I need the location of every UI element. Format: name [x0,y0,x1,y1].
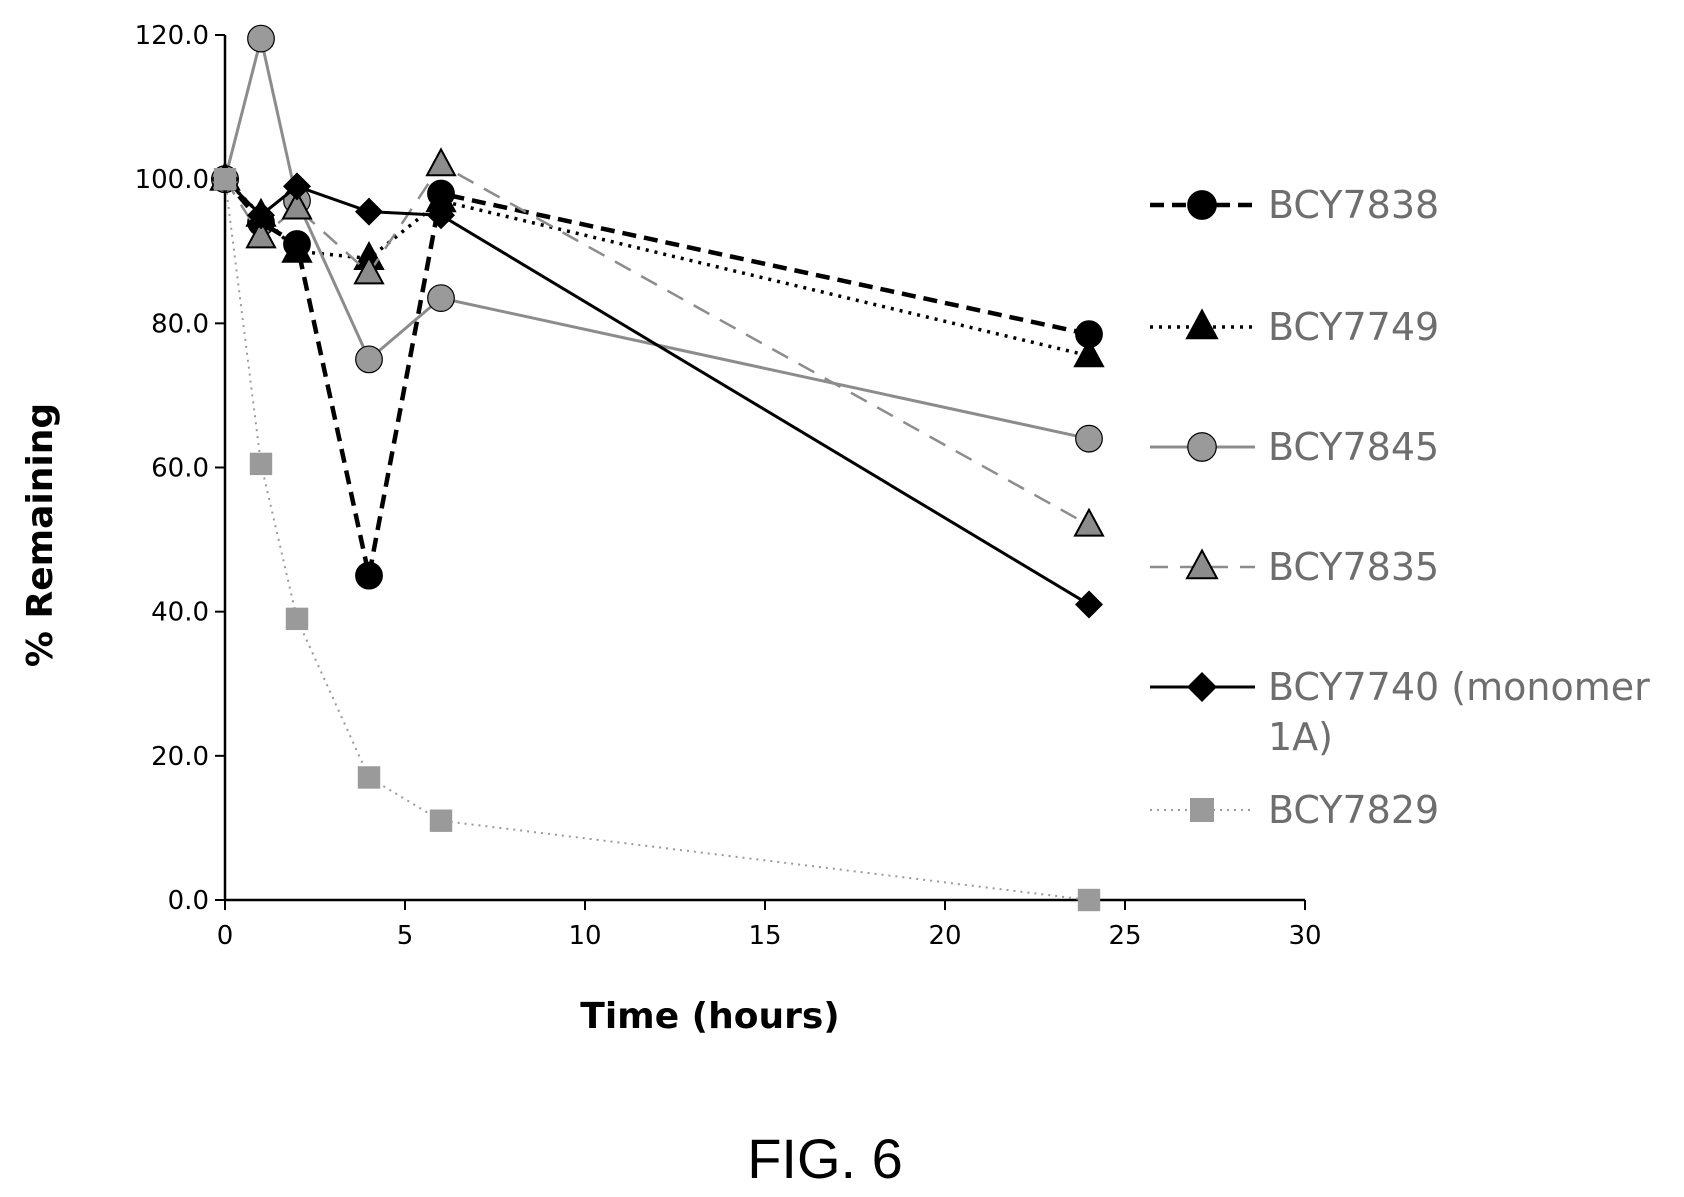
data-point [355,345,383,374]
legend-label: BCY7838 [1268,183,1439,227]
data-point [281,233,313,263]
data-point [355,561,383,590]
legend-marker [1187,672,1217,702]
x-tick-label: 5 [397,921,414,951]
x-tick-label: 30 [1288,921,1321,951]
legend-item: BCY7845 [1150,425,1439,469]
series-line [223,177,1090,577]
legend-item: BCY7829 [1150,788,1439,832]
series-bcy7740 [210,165,1104,619]
legend-item: BCY7838 [1150,183,1439,227]
x-tick-label: 10 [568,921,601,951]
axes: 0.0 20.0 40.0 60.0 80.0 100.0 120.0 0 5 10 15 20 25 3… [135,21,1322,951]
legend: BCY7838 BCY7749 BCY7845 BCY7835 BCY7740 (mon… [1150,183,1650,832]
data-point [425,147,457,177]
series-line [223,178,1090,606]
legend-item: BCY7749 [1150,305,1439,349]
figure-caption: FIG. 6 [747,1127,903,1190]
data-point [1075,424,1103,453]
data-point [357,766,381,789]
data-point [247,24,275,53]
x-tick-label: 20 [928,921,961,951]
series-bcy7749 [209,161,1105,368]
plot-area: 0.0 20.0 40.0 60.0 80.0 100.0 120.0 0 5 10 15 20 25 3… [135,21,1322,951]
y-tick-label: 40.0 [151,598,209,628]
legend-label: BCY7749 [1268,305,1439,349]
y-axis-title: % Remaining [20,403,61,667]
data-point [1077,888,1101,912]
data-point [429,809,453,832]
legend-label: BCY7845 [1268,425,1439,469]
legend-marker [1187,432,1217,462]
data-point [426,201,456,230]
series-line [223,38,1090,441]
y-tick-label: 120.0 [135,21,209,51]
y-tick-label: 0.0 [168,886,209,916]
data-point [245,219,277,249]
data-point [353,255,385,285]
data-point [281,190,313,220]
data-point [213,167,237,191]
legend-marker [1185,308,1219,340]
x-tick-label: 15 [748,921,781,951]
x-tick-label: 25 [1108,921,1141,951]
data-point [1073,507,1105,537]
y-tick-label: 80.0 [151,309,209,339]
data-point [285,607,309,631]
legend-label: BCY7829 [1268,788,1439,832]
y-tick-label: 60.0 [151,454,209,484]
data-point [1074,590,1104,619]
legend-label: BCY7835 [1268,545,1439,589]
y-tick-label: 20.0 [151,742,209,772]
series-layer [209,24,1105,912]
data-point [246,201,276,230]
legend-item: BCY7740 (monomer 1A) [1150,665,1650,759]
data-point [1073,338,1105,368]
data-point [427,284,455,313]
legend-marker [1187,190,1217,220]
series-bcy7838 [211,165,1103,590]
legend-marker [1190,798,1214,822]
data-point [249,452,273,476]
series-bcy7835 [209,147,1105,537]
series-line [224,179,1090,901]
legend-label: BCY7740 (monomer 1A) [1268,665,1650,759]
legend-marker [1185,548,1219,580]
x-axis-title: Time (hours) [580,996,839,1037]
series-bcy7829 [213,167,1101,912]
x-tick-label: 0 [217,921,234,951]
y-tick-label: 100.0 [135,165,209,195]
legend-item: BCY7835 [1150,545,1439,589]
data-point [354,197,384,226]
series-line [223,163,1090,527]
data-point [282,172,312,201]
